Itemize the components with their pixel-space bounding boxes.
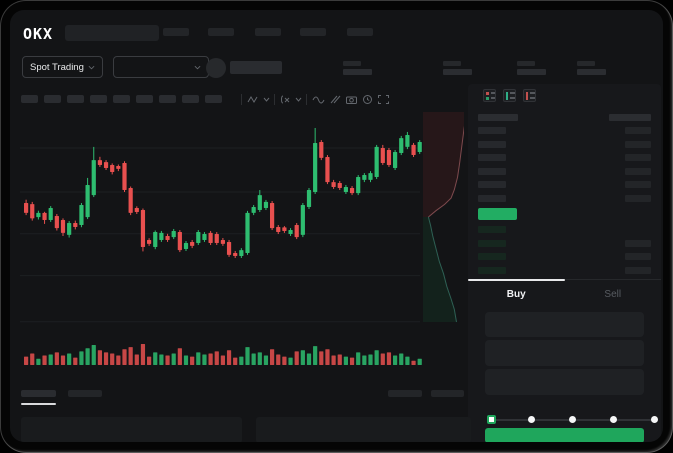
price-input[interactable] xyxy=(485,312,644,337)
order-book-row xyxy=(478,194,651,202)
order-book-row xyxy=(478,266,651,274)
slider-step-dot[interactable] xyxy=(651,416,658,423)
search-input[interactable] xyxy=(65,25,159,41)
chevron-down-icon xyxy=(88,64,95,71)
active-tab-indicator xyxy=(468,279,565,281)
book-bids-only-icon[interactable] xyxy=(503,89,516,102)
book-asks-only-icon[interactable] xyxy=(523,89,536,102)
stat-value-placeholder xyxy=(517,69,546,75)
slider-step-dot[interactable] xyxy=(610,416,617,423)
chevron-down-icon xyxy=(194,64,201,71)
mid-price-highlight xyxy=(478,207,517,220)
market-type-label: Spot Trading xyxy=(30,61,84,73)
app-window: OKX Spot Trading xyxy=(10,10,663,442)
order-book-row xyxy=(478,181,651,188)
stat-value-placeholder xyxy=(343,69,372,75)
stat-value-placeholder xyxy=(443,69,472,75)
order-book-row xyxy=(478,167,651,175)
bottom-tab-orders[interactable] xyxy=(21,390,56,397)
order-book-row xyxy=(478,239,651,247)
order-book-row xyxy=(478,154,651,161)
amount-input[interactable] xyxy=(485,340,644,366)
stat-label-placeholder xyxy=(517,61,535,66)
placeholder-bar xyxy=(113,95,130,103)
placeholder-bar xyxy=(347,28,373,36)
placeholder-bar xyxy=(163,28,189,36)
bottom-panel-left xyxy=(21,417,242,442)
wave-icon[interactable] xyxy=(312,94,325,105)
tab-buy[interactable]: Buy xyxy=(506,289,526,300)
stat-label-placeholder xyxy=(577,61,595,66)
order-book-row xyxy=(478,226,651,233)
coin-avatar xyxy=(206,58,226,78)
bottom-link-placeholder[interactable] xyxy=(431,390,464,397)
order-book[interactable] xyxy=(468,107,661,274)
stat-label-placeholder xyxy=(343,61,361,66)
camera-icon[interactable] xyxy=(345,94,358,105)
placeholder-bar xyxy=(21,95,38,103)
placeholder-bar xyxy=(159,95,176,103)
parallel-lines-icon[interactable] xyxy=(328,94,341,105)
order-book-row xyxy=(478,113,651,121)
placeholder-bar xyxy=(208,28,234,36)
expand-icon[interactable] xyxy=(377,94,390,105)
order-form-tabbar: Buy Sell xyxy=(468,279,661,300)
placeholder-bar xyxy=(300,28,326,36)
placeholder-bar xyxy=(205,95,222,103)
candlestick-chart[interactable] xyxy=(12,103,464,371)
total-input[interactable] xyxy=(485,369,644,395)
placeholder-bar xyxy=(67,95,84,103)
buy-submit-button[interactable] xyxy=(485,428,644,442)
order-book-row xyxy=(478,253,651,260)
pair-name-placeholder xyxy=(230,61,282,74)
market-type-dropdown[interactable]: Spot Trading xyxy=(22,56,103,78)
clock-icon[interactable] xyxy=(361,94,374,105)
stat-label-placeholder xyxy=(443,61,461,66)
placeholder-bar xyxy=(182,95,199,103)
bottom-tab-history[interactable] xyxy=(68,390,102,397)
slider-step-dot[interactable] xyxy=(528,416,535,423)
chevron-down-icon[interactable] xyxy=(294,94,303,105)
placeholder-bar xyxy=(136,95,153,103)
book-both-sides-icon[interactable] xyxy=(483,89,496,102)
tab-sell[interactable]: Sell xyxy=(604,289,622,300)
okx-logo: OKX xyxy=(23,25,54,43)
chevron-down-icon[interactable] xyxy=(262,94,271,105)
bottom-link-placeholder[interactable] xyxy=(388,390,422,397)
bottom-panel-right xyxy=(256,417,471,442)
bottom-active-tab-indicator xyxy=(21,403,56,405)
placeholder-bar xyxy=(255,28,281,36)
pair-dropdown[interactable] xyxy=(113,56,209,78)
zigzag-icon[interactable] xyxy=(247,94,260,105)
placeholder-bar xyxy=(90,95,107,103)
stat-value-placeholder xyxy=(577,69,606,75)
placeholder-bar xyxy=(44,95,61,103)
slider-handle[interactable] xyxy=(487,415,496,424)
order-book-row xyxy=(478,140,651,148)
slider-step-dot[interactable] xyxy=(569,416,576,423)
function-icon[interactable] xyxy=(279,94,292,105)
order-book-row xyxy=(478,127,651,134)
